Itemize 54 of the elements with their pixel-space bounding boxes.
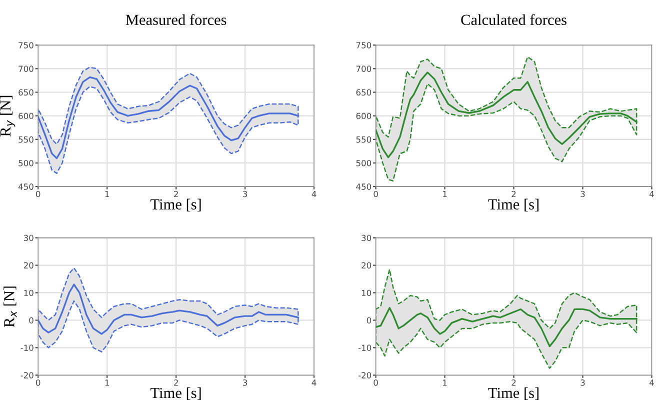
x-tick-label: 1 — [105, 190, 109, 198]
y-tick-label: 20 — [24, 262, 34, 269]
x-axis-title: Time [s] — [488, 198, 538, 212]
y-tick-label: 700 — [356, 66, 372, 72]
x-tick-label: 0 — [374, 190, 378, 198]
y-tick-label: 500 — [356, 160, 372, 166]
x-tick-label: 4 — [312, 380, 316, 386]
y-tick-label: 30 — [24, 234, 34, 242]
y-tick-label: 20 — [362, 262, 372, 269]
y-tick-label: 600 — [356, 112, 372, 120]
y-tick-label: 700 — [18, 66, 34, 72]
x-axis-title: Time [s] — [150, 387, 201, 400]
y-tick-label: 10 — [362, 290, 372, 296]
y-tick-label: 550 — [18, 136, 34, 143]
x-tick-label: 2 — [174, 190, 178, 198]
y-tick-label: 500 — [18, 160, 34, 166]
y-tick-label: 650 — [18, 89, 34, 96]
x-tick-label: 3 — [243, 379, 248, 386]
x-tick-label: 2 — [512, 190, 516, 198]
x-tick-label: 1 — [443, 190, 447, 198]
y-tick-label: -10 — [358, 344, 372, 351]
y-tick-label: 550 — [356, 136, 372, 143]
x-tick-label: 3 — [580, 379, 585, 386]
y-tick-label: 750 — [18, 42, 34, 48]
y-tick-label: -10 — [20, 344, 34, 351]
x-tick-label: 4 — [650, 190, 654, 198]
chart-title: Measured forces — [126, 14, 226, 26]
y-tick-label: 750 — [356, 42, 372, 48]
y-tick-label: -20 — [20, 372, 34, 378]
x-tick-label: 4 — [312, 190, 316, 198]
y-tick-label: -20 — [358, 372, 372, 378]
chart-title: Calculated forces — [461, 14, 566, 26]
x-tick-label: 3 — [243, 190, 248, 198]
x-tick-label: 4 — [650, 380, 654, 386]
x-tick-label: 0 — [36, 379, 40, 386]
y-tick-label: 650 — [356, 89, 372, 96]
y-tick-label: 0 — [366, 317, 372, 324]
y-tick-label: 600 — [18, 112, 34, 120]
y-tick-label: 10 — [24, 290, 34, 296]
x-tick-label: 2 — [512, 379, 516, 386]
x-axis-title: Time [s] — [150, 198, 201, 212]
x-axis-title: Time [s] — [488, 387, 538, 400]
x-tick-label: 0 — [36, 190, 40, 198]
x-tick-label: 0 — [374, 379, 378, 386]
y-axis-title: R$_{x}$ [N] — [4, 286, 17, 328]
y-tick-label: 450 — [356, 184, 372, 190]
y-tick-label: 30 — [362, 234, 372, 242]
x-tick-label: 1 — [443, 380, 447, 386]
y-tick-label: 450 — [18, 184, 34, 190]
x-tick-label: 1 — [105, 380, 109, 386]
x-tick-label: 3 — [580, 190, 585, 198]
y-axis-title: R$_{y}$ [N] — [0, 96, 16, 136]
y-tick-label: 0 — [29, 317, 34, 324]
x-tick-label: 2 — [174, 379, 178, 386]
